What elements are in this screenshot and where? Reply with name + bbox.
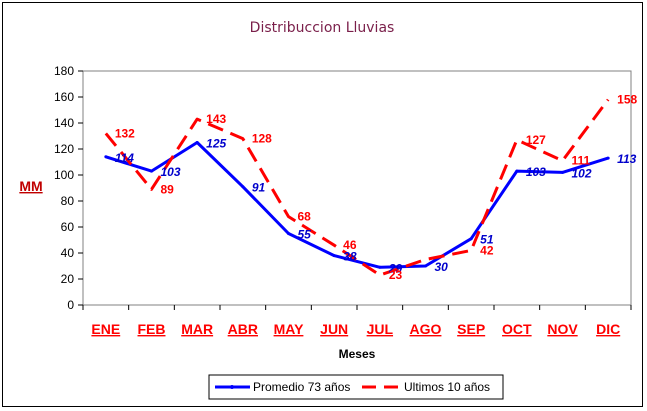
series-layer <box>104 98 610 277</box>
y-tick-label: 80 <box>61 194 75 208</box>
data-label: 89 <box>161 182 175 196</box>
data-label: 68 <box>298 210 312 224</box>
data-label: 113 <box>617 152 636 166</box>
series-point <box>287 232 290 235</box>
series-point <box>561 170 564 174</box>
x-tick-label: JUL <box>367 321 394 337</box>
data-label: 158 <box>617 93 637 107</box>
data-label: 103 <box>526 165 546 179</box>
x-tick-label: ENE <box>91 321 120 337</box>
data-label: 111 <box>572 154 591 168</box>
x-axis: ENE FEB MAR ABR MAY JUN JUL AGO SEP OCT NOV DIC <box>82 305 632 337</box>
x-tick-label: DIC <box>596 321 620 337</box>
series-point <box>241 185 245 189</box>
y-tick-label: 0 <box>67 298 74 312</box>
series-point <box>104 155 108 159</box>
series-point <box>606 156 610 160</box>
x-tick-label: MAR <box>181 321 213 337</box>
series-point <box>195 141 199 144</box>
y-tick-label: 120 <box>54 142 74 156</box>
x-tick-label: FEB <box>138 321 166 337</box>
data-label: 29 <box>388 261 403 275</box>
legend-label: Promedio 73 años <box>253 380 350 394</box>
data-label: 46 <box>343 238 357 252</box>
data-label: 127 <box>526 133 546 147</box>
y-tick-label: 40 <box>61 246 75 260</box>
series-point <box>378 265 382 269</box>
y-tick-label: 140 <box>54 116 74 130</box>
data-label: 23 <box>389 268 403 282</box>
x-tick-label: ABR <box>228 321 258 337</box>
series-point <box>469 237 473 241</box>
data-labels-layer: 114 103 125 91 55 38 29 30 51 103 102 113 132 89 143 12… <box>115 93 638 283</box>
x-tick-label: NOV <box>547 321 578 337</box>
legend-label: Ultimos 10 años <box>404 380 490 394</box>
data-label: 132 <box>115 126 135 140</box>
y-axis: 0 20 40 60 80 100 120 140 160 180 <box>54 64 83 312</box>
y-tick-label: 180 <box>54 64 74 78</box>
plot-area <box>82 70 632 306</box>
chart-title: Distribuccion Lluvias <box>250 20 395 36</box>
data-label: 38 <box>343 250 357 264</box>
x-tick-label: MAY <box>274 321 304 337</box>
x-axis-label: Meses <box>339 347 376 361</box>
y-tick-label: 160 <box>54 90 74 104</box>
data-label: 125 <box>206 137 226 151</box>
data-label: 91 <box>252 181 266 195</box>
data-label: 143 <box>206 112 226 126</box>
series-line <box>105 141 609 269</box>
data-label: 42 <box>480 243 494 257</box>
data-label: 128 <box>252 132 272 146</box>
x-tick-label: AGO <box>410 321 442 337</box>
data-label: 114 <box>115 151 134 165</box>
series-point <box>424 264 427 268</box>
series-point <box>515 169 519 173</box>
legend-marker <box>230 385 234 389</box>
data-label: 102 <box>572 166 592 180</box>
series-line <box>104 98 610 277</box>
series-point <box>332 254 336 258</box>
data-label: 55 <box>298 228 312 242</box>
legend-box <box>208 374 504 400</box>
y-tick-label: 100 <box>54 168 74 182</box>
legend: Promedio 73 años Ultimos 10 años <box>208 374 504 400</box>
y-axis-label: MM <box>19 178 42 194</box>
chart-border <box>2 2 643 407</box>
data-label: 51 <box>480 233 494 247</box>
data-label: 30 <box>435 260 449 274</box>
x-tick-label: OCT <box>502 321 532 337</box>
x-tick-label: JUN <box>320 321 348 337</box>
y-tick-label: 60 <box>61 220 75 234</box>
data-label: 103 <box>161 165 181 179</box>
series-point <box>150 169 153 173</box>
x-tick-label: SEP <box>457 321 485 337</box>
y-tick-label: 20 <box>61 272 75 286</box>
